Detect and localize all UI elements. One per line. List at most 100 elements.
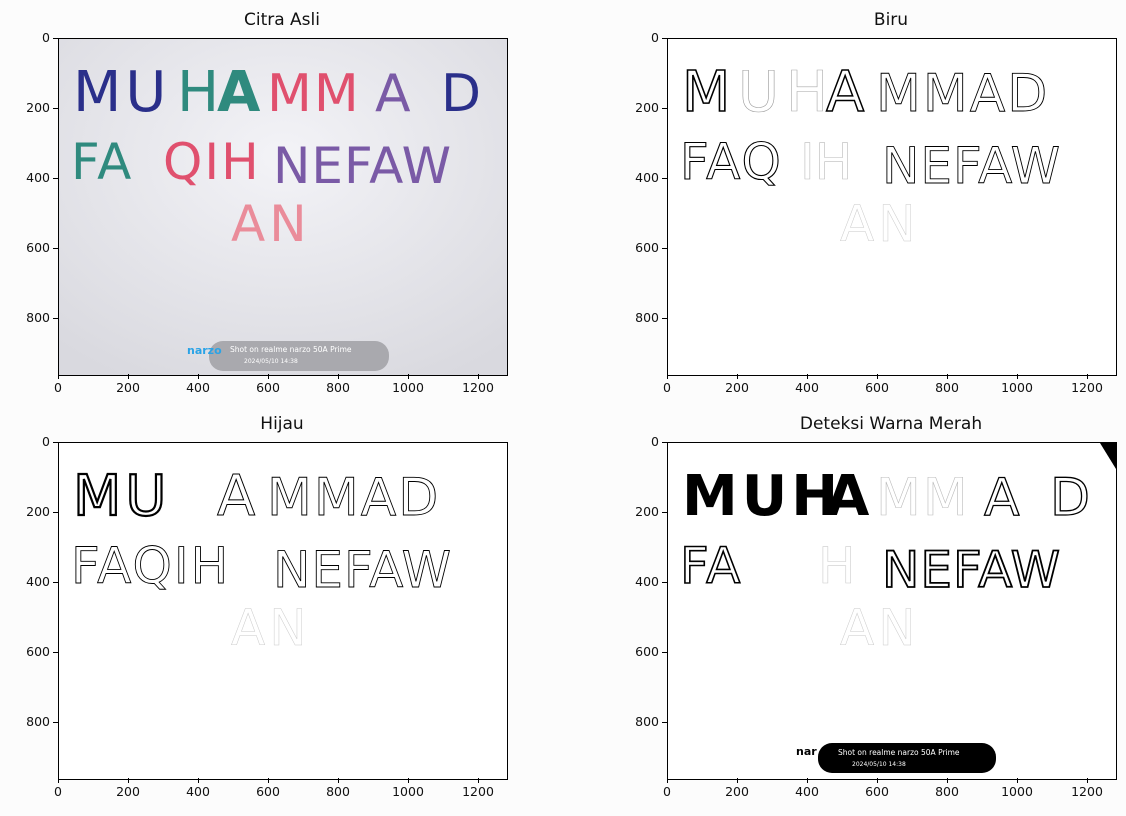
svg-text:MMAD: MMAD	[267, 468, 440, 528]
watermark-pill	[209, 341, 389, 371]
svg-text:IH: IH	[800, 133, 852, 191]
svg-text:AN: AN	[840, 599, 920, 657]
panel-title: Deteksi Warna Merah	[799, 414, 983, 434]
y-tick-mark	[53, 317, 58, 319]
x-tick-label: 1000	[1001, 380, 1033, 395]
x-tick-label: 1200	[1071, 784, 1103, 799]
x-tick-label: 400	[795, 784, 819, 799]
y-tick-mark	[53, 581, 58, 583]
x-tick-mark	[876, 778, 878, 783]
x-tick-label: 0	[54, 380, 62, 395]
x-tick-mark	[127, 374, 129, 379]
x-tick-label: 800	[935, 784, 959, 799]
image-axes: MU A MMAD FAQIH NEFAW AN	[58, 442, 508, 780]
letters-muhammad-1: MU	[73, 60, 170, 125]
svg-text:U: U	[738, 60, 783, 125]
x-tick-mark	[736, 778, 738, 783]
x-tick-mark	[57, 778, 59, 783]
x-tick-mark	[666, 778, 668, 783]
svg-text:H: H	[786, 60, 828, 125]
y-tick-label: 200	[26, 100, 50, 115]
x-tick-mark	[736, 374, 738, 379]
svg-text:FAQIH: FAQIH	[71, 537, 230, 595]
x-tick-mark	[267, 778, 269, 783]
x-tick-label: 400	[795, 380, 819, 395]
svg-text:NEFAW: NEFAW	[273, 541, 452, 599]
x-tick-label: 200	[116, 380, 140, 395]
svg-text:AN: AN	[840, 195, 920, 253]
x-tick-mark	[1086, 374, 1088, 379]
x-tick-label: 200	[725, 380, 749, 395]
svg-text:D: D	[441, 64, 481, 124]
image-axes: MUH A MM A D FA H NEFAW AN nar Shot on r…	[667, 442, 1117, 780]
x-tick-mark	[946, 778, 948, 783]
green-channel-image: MU A MMAD FAQIH NEFAW AN	[59, 443, 507, 779]
x-tick-label: 800	[326, 380, 350, 395]
svg-text:M: M	[682, 60, 734, 125]
y-tick-mark	[662, 651, 667, 653]
x-tick-label: 1200	[462, 784, 494, 799]
y-tick-label: 0	[42, 434, 50, 449]
watermark-brand: nar	[796, 745, 817, 758]
x-tick-label: 1000	[392, 380, 424, 395]
y-tick-label: 400	[26, 574, 50, 589]
y-tick-mark	[53, 107, 58, 109]
svg-text:NEFAW: NEFAW	[273, 137, 452, 195]
svg-text:H: H	[818, 537, 856, 595]
original-photo: MU H A MM A D FA QIH NEFAW AN	[59, 39, 507, 375]
image-axes: M U H A MMAD FAQ IH NEFAW AN	[667, 38, 1117, 376]
y-tick-label: 800	[26, 310, 50, 325]
x-tick-mark	[477, 374, 479, 379]
watermark-date: 2024/05/10 14:38	[852, 761, 906, 768]
x-tick-mark	[337, 778, 339, 783]
y-tick-mark	[53, 177, 58, 179]
x-tick-label: 200	[116, 784, 140, 799]
y-tick-mark	[53, 511, 58, 513]
y-tick-label: 800	[26, 714, 50, 729]
svg-text:A: A	[826, 464, 870, 529]
svg-text:FA: FA	[680, 537, 742, 595]
y-tick-label: 600	[635, 644, 659, 659]
x-tick-label: 600	[256, 784, 280, 799]
x-tick-mark	[407, 778, 409, 783]
svg-text:FAQ: FAQ	[680, 133, 783, 191]
svg-text:NEFAW: NEFAW	[882, 137, 1061, 195]
y-tick-label: 200	[26, 504, 50, 519]
y-tick-label: 600	[26, 644, 50, 659]
x-tick-mark	[477, 778, 479, 783]
svg-text:A: A	[217, 464, 255, 529]
y-tick-label: 0	[651, 30, 659, 45]
x-tick-mark	[407, 374, 409, 379]
x-tick-mark	[806, 374, 808, 379]
y-tick-mark	[53, 721, 58, 723]
svg-text:AN: AN	[231, 599, 311, 657]
x-tick-label: 200	[725, 784, 749, 799]
x-tick-label: 1000	[392, 784, 424, 799]
panel-title: Citra Asli	[243, 10, 320, 30]
x-tick-label: 0	[663, 784, 671, 799]
svg-text:MU: MU	[73, 464, 170, 529]
x-tick-mark	[806, 778, 808, 783]
x-tick-mark	[267, 374, 269, 379]
watermark-pill	[818, 743, 996, 773]
y-tick-mark	[53, 441, 58, 443]
x-tick-label: 600	[865, 784, 889, 799]
svg-text:MUH: MUH	[682, 464, 842, 529]
svg-text:A: A	[375, 64, 411, 124]
y-tick-mark	[662, 511, 667, 513]
y-tick-mark	[662, 247, 667, 249]
y-tick-mark	[53, 37, 58, 39]
svg-text:MMAD: MMAD	[876, 64, 1049, 124]
x-tick-label: 0	[54, 784, 62, 799]
x-tick-mark	[197, 374, 199, 379]
y-tick-mark	[53, 651, 58, 653]
x-tick-label: 600	[865, 380, 889, 395]
y-tick-label: 800	[635, 714, 659, 729]
x-tick-label: 1200	[462, 380, 494, 395]
svg-text:A: A	[984, 468, 1020, 528]
svg-text:MM: MM	[876, 468, 970, 528]
x-tick-label: 800	[935, 380, 959, 395]
x-tick-label: 0	[663, 380, 671, 395]
x-tick-label: 1200	[1071, 380, 1103, 395]
svg-text:FA: FA	[71, 133, 133, 191]
